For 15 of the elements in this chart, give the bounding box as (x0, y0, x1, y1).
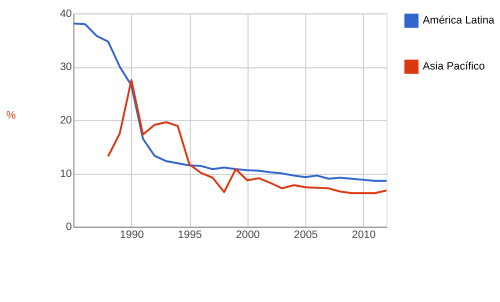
y-tick-label: 10 (60, 168, 72, 180)
line-series (107, 79, 386, 194)
legend-label: Asia Pacífico (422, 60, 485, 73)
x-tick-label: 2005 (294, 228, 318, 241)
line-series (73, 22, 386, 182)
x-tick-label: 1990 (120, 228, 144, 241)
y-tick-label: 30 (60, 61, 72, 74)
x-tick-label: 2000 (236, 228, 260, 241)
y-tick-label: 40 (60, 8, 72, 20)
x-tick-label: 2010 (352, 228, 376, 241)
x-tick-label: 1995 (178, 228, 202, 241)
y-axis-title: % (6, 110, 16, 122)
y-tick-label: 0 (66, 221, 72, 234)
legend-label: América Latina (422, 14, 494, 27)
y-tick-label: 20 (60, 114, 72, 126)
